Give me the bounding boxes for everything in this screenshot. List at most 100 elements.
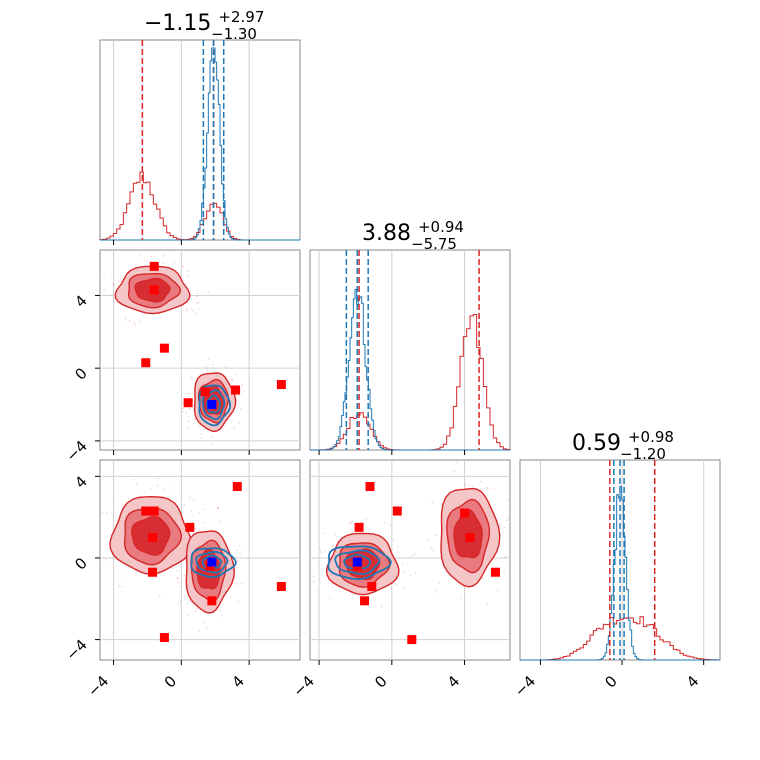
scatter-panel-3-1-sample [217, 508, 219, 510]
scatter-panel-3-1-sample [156, 484, 159, 487]
scatter-panel-3-1-sample [186, 603, 188, 605]
scatter-panel-2-1-sample [173, 261, 175, 264]
scatter-panel-2-1-sample [231, 379, 234, 382]
scatter-panel-3-1-blue-contour-0-1 [195, 550, 229, 574]
scatter-panel-3-2-sample [460, 597, 463, 599]
panels: −4 0 4 −4 0 4 −4 0 4 −4 0 4 −4 0 4 [62, 39, 721, 700]
scatter-panel-3-1-red-marker-4 [232, 482, 242, 492]
scatter-panel-3-1-red-marker-2 [148, 533, 158, 543]
hist-panel-3-red-histogram [519, 616, 721, 661]
scatter-panel-3-2-sample [486, 486, 489, 489]
scatter-panel-3-2-sample [402, 572, 405, 574]
scatter-panel-2-1-sample [162, 254, 164, 257]
scatter-panel-2-1-sample [201, 437, 203, 439]
scatter-panel-3-2-sample [503, 569, 506, 572]
scatter-panel-2-1-sample [103, 289, 106, 291]
title-param-2-upper: +0.94 [418, 218, 464, 236]
scatter-panel-3-1-sample [113, 500, 116, 502]
scatter-panel-3-2-sample [497, 590, 500, 592]
hist-panel-1-frame [99, 39, 301, 241]
scatter-panel-3-1-sample [180, 586, 183, 588]
scatter-panel-3-2: −4 0 4 [290, 458, 511, 700]
scatter-panel-2-1-sample [186, 309, 188, 312]
scatter-panel-2-1-sample [128, 320, 131, 322]
scatter-panel-3-2-sample [468, 484, 471, 486]
scatter-panel-3-1-ytick-label-2: 4 [71, 472, 90, 491]
scatter-panel-2-1-sample [237, 394, 239, 396]
scatter-panel-2-1-red-marker-1 [149, 285, 159, 295]
scatter-panel-2-1-sample [234, 373, 237, 375]
scatter-panel-2-1-red-marker-5 [276, 380, 286, 390]
scatter-panel-2-1-red-marker-6 [200, 387, 210, 397]
scatter-panel-3-1-red-marker-0 [141, 506, 151, 516]
scatter-panel-3-2-red-marker-8 [407, 635, 417, 645]
scatter-panel-2-1-sample [95, 289, 97, 291]
scatter-panel-3-1-sample [219, 609, 221, 611]
scatter-panel-2-1-sample [196, 295, 198, 298]
scatter-panel-3-1-content [100, 478, 286, 643]
scatter-panel-3-2-red-marker-2 [354, 522, 364, 532]
hist-panel-3-xtick-label-2: 4 [683, 672, 702, 691]
scatter-panel-3-2-red-marker-3 [460, 508, 470, 518]
scatter-panel-3-1-sample [239, 553, 242, 555]
scatter-panel-3-2-sample [453, 470, 455, 472]
scatter-panel-3-2-blue-marker-0 [352, 557, 362, 567]
scatter-panel-2-1-sample [117, 280, 120, 282]
title-param-3: 0.59 +0.98 −1.20 [572, 423, 681, 463]
scatter-panel-3-1-red-marker-7 [276, 582, 286, 592]
hist-panel-2 [309, 249, 511, 455]
scatter-panel-3-2-sample [480, 480, 483, 483]
scatter-panel-3-1-sample [143, 490, 145, 493]
scatter-panel-3-1-sample [183, 595, 186, 598]
scatter-panel-3-2-sample [316, 589, 319, 591]
scatter-panel-3-1-red-marker-5 [148, 567, 158, 577]
scatter-panel-2-1-ytick-label-1: 0 [71, 364, 90, 383]
scatter-panel-3-2-sample [349, 523, 351, 525]
scatter-panel-3-1-sample [190, 510, 193, 513]
scatter-panel-3-2-sample [390, 587, 393, 589]
scatter-panel-3-1-sample [118, 585, 121, 587]
scatter-panel-3-1-sample [136, 482, 138, 485]
hist-panel-2-frame [309, 249, 511, 451]
scatter-panel-2-1-sample [239, 407, 242, 410]
scatter-panel-3-2-sample [505, 555, 508, 558]
scatter-panel-2-1-sample [185, 411, 187, 414]
scatter-panel-3-2-sample [503, 556, 506, 559]
scatter-panel-3-2-sample [501, 572, 504, 574]
title-param-2-value: 3.88 [362, 221, 411, 246]
scatter-panel-3-2-sample [352, 593, 355, 596]
scatter-panel-2-1-sample [187, 270, 189, 272]
scatter-panel-3-1-sample [238, 544, 241, 547]
scatter-panel-3-1-sample [187, 614, 190, 616]
scatter-panel-3-2-xtick-label-2: 4 [444, 672, 463, 691]
scatter-panel-2-1-sample [182, 407, 185, 410]
scatter-panel-2-1-sample [124, 317, 127, 320]
scatter-panel-3-1-sample [132, 478, 135, 481]
scatter-panel-3-2-sample [413, 553, 416, 556]
scatter-panel-3-2-sample [319, 552, 322, 554]
scatter-panel-3-2-sample [396, 584, 399, 587]
scatter-panel-3-1-sample [183, 504, 186, 507]
scatter-panel-3-2-sample [509, 507, 510, 510]
scatter-panel-2-1-sample [138, 320, 141, 322]
scatter-panel-3-1-sample [194, 611, 196, 613]
scatter-panel-3-2-sample [334, 533, 336, 536]
hist-panel-3: −4 0 4 [511, 459, 721, 700]
scatter-panel-2-1-sample [187, 426, 189, 429]
scatter-panel-2-1-sample [134, 324, 137, 327]
scatter-panel-2-1-red-marker-2 [159, 343, 169, 353]
scatter-panel-3-1-sample [121, 586, 124, 588]
scatter-panel-3-2-sample [467, 458, 469, 460]
scatter-panel-3-1-red-marker-8 [159, 633, 169, 643]
scatter-panel-3-2-content [312, 458, 510, 645]
scatter-panel-3-2-sample [500, 524, 503, 526]
scatter-panel-2-1-sample [181, 411, 184, 413]
scatter-panel-3-2-sample [500, 576, 502, 579]
scatter-panel-3-2-sample [324, 532, 326, 535]
scatter-panel-3-1-sample [194, 528, 197, 530]
scatter-panel-2-1-sample [196, 292, 199, 295]
scatter-panel-3-2-sample [414, 572, 417, 574]
title-param-1-upper: +2.97 [218, 8, 264, 26]
hist-panel-1-blue-histogram [100, 47, 300, 241]
scatter-panel-2-1-sample [190, 376, 193, 379]
